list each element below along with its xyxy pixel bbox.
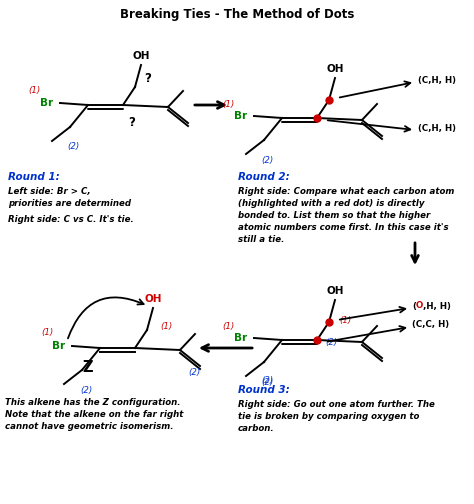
Text: (1): (1) bbox=[41, 329, 53, 338]
Text: tie is broken by comparing oxygen to: tie is broken by comparing oxygen to bbox=[238, 412, 419, 421]
Text: bonded to. List them so that the higher: bonded to. List them so that the higher bbox=[238, 211, 430, 220]
Text: Br: Br bbox=[53, 341, 65, 351]
Text: OH: OH bbox=[326, 64, 344, 74]
Text: Note that the alkene on the far right: Note that the alkene on the far right bbox=[5, 410, 183, 419]
Text: (highlighted with a red dot) is directly: (highlighted with a red dot) is directly bbox=[238, 199, 425, 208]
Text: ?: ? bbox=[128, 116, 135, 130]
Text: O: O bbox=[416, 301, 423, 310]
Text: (1): (1) bbox=[222, 99, 234, 108]
FancyArrowPatch shape bbox=[68, 297, 144, 338]
Text: (C,H, H): (C,H, H) bbox=[418, 123, 456, 133]
Text: atomic numbers come first. In this case it's: atomic numbers come first. In this case … bbox=[238, 223, 448, 232]
Text: Right side: Go out one atom further. The: Right side: Go out one atom further. The bbox=[238, 400, 435, 409]
Text: Breaking Ties - The Method of Dots: Breaking Ties - The Method of Dots bbox=[120, 8, 354, 21]
Text: Round 3:: Round 3: bbox=[238, 385, 290, 395]
Text: cannot have geometric isomerism.: cannot have geometric isomerism. bbox=[5, 422, 173, 431]
Text: (1): (1) bbox=[222, 322, 234, 331]
Text: Right side: Compare what each carbon atom: Right side: Compare what each carbon ato… bbox=[238, 187, 455, 196]
Text: OH: OH bbox=[326, 286, 344, 296]
Text: (C,C, H): (C,C, H) bbox=[412, 321, 449, 330]
Text: priorities are determined: priorities are determined bbox=[8, 199, 131, 208]
Text: Z: Z bbox=[83, 360, 93, 375]
Text: Left side: Br > C,: Left side: Br > C, bbox=[8, 187, 91, 196]
Text: Br: Br bbox=[235, 111, 247, 121]
Text: (: ( bbox=[412, 301, 416, 310]
Text: (2): (2) bbox=[80, 386, 92, 395]
Text: (2): (2) bbox=[261, 156, 273, 164]
Text: (2): (2) bbox=[261, 377, 273, 387]
Text: (2): (2) bbox=[261, 375, 273, 385]
Text: Br: Br bbox=[40, 98, 54, 108]
Text: OH: OH bbox=[144, 294, 162, 304]
Text: (1): (1) bbox=[339, 316, 351, 325]
Text: (2): (2) bbox=[188, 367, 200, 376]
Text: ?: ? bbox=[144, 73, 151, 86]
Text: (1): (1) bbox=[28, 87, 40, 95]
Text: OH: OH bbox=[132, 51, 150, 61]
Text: Br: Br bbox=[235, 333, 247, 343]
Text: (2): (2) bbox=[67, 143, 79, 152]
Text: (C,H, H): (C,H, H) bbox=[418, 76, 456, 85]
Text: (1): (1) bbox=[160, 322, 172, 331]
Text: still a tie.: still a tie. bbox=[238, 235, 284, 244]
Text: carbon.: carbon. bbox=[238, 424, 274, 433]
Text: Round 2:: Round 2: bbox=[238, 172, 290, 182]
Text: ,H, H): ,H, H) bbox=[423, 301, 451, 310]
Text: Right side: C vs C. It's tie.: Right side: C vs C. It's tie. bbox=[8, 215, 134, 224]
Text: (2): (2) bbox=[325, 338, 337, 347]
Text: Round 1:: Round 1: bbox=[8, 172, 60, 182]
Text: This alkene has the Z configuration.: This alkene has the Z configuration. bbox=[5, 398, 181, 407]
